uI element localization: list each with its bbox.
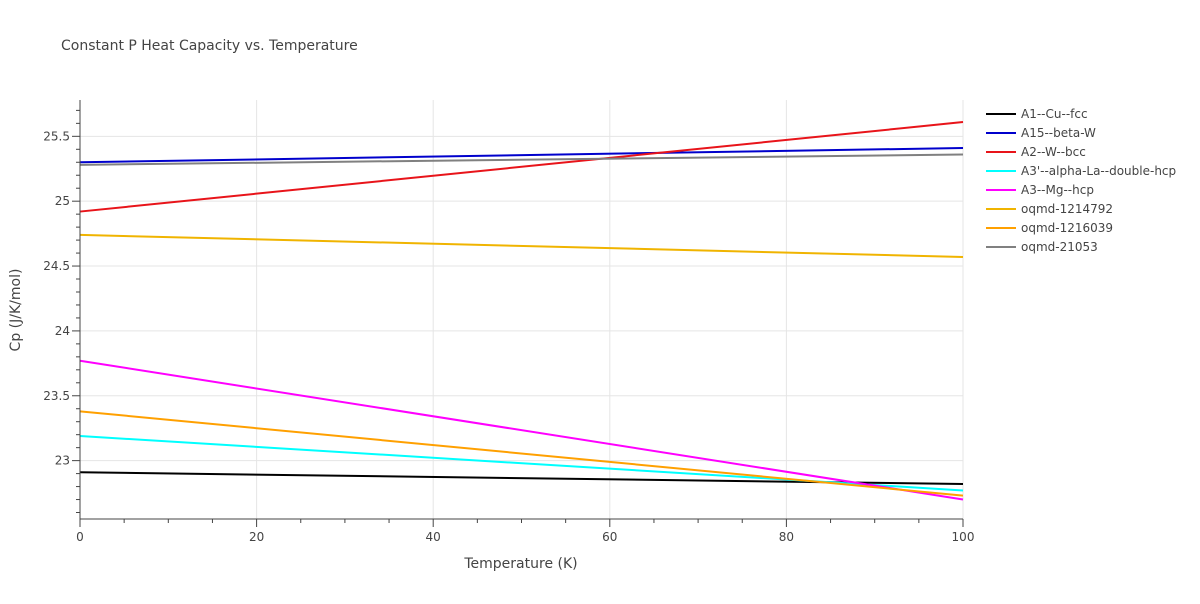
x-axis-title: Temperature (K) [463,556,577,572]
legend-label: oqmd-21053 [1021,240,1098,254]
legend-item[interactable]: oqmd-1216039 [986,221,1113,235]
legend-item[interactable]: A1--Cu--fcc [986,107,1088,121]
series-line [79,146,964,164]
series-layer [79,121,964,501]
series-line [79,121,964,213]
legend-item[interactable]: oqmd-21053 [986,240,1098,254]
series-line [79,359,964,501]
x-tick-label: 0 [76,530,84,544]
x-tick-label: 80 [779,530,794,544]
legend-label: A3--Mg--hcp [1021,183,1094,197]
legend-label: A15--beta-W [1021,126,1096,140]
legend-label: A1--Cu--fcc [1021,107,1088,121]
legend-item[interactable]: A3--Mg--hcp [986,183,1094,197]
axes-layer: 0 20 40 60 80 100 23 23.5 24 24.5 25 25.5 [43,100,974,544]
x-tick-label: 20 [249,530,264,544]
grid-layer [80,100,964,519]
y-tick-label: 25.5 [43,129,70,143]
series-line [79,410,964,497]
y-tick-label: 24 [55,324,70,338]
y-axis-title: Cp (J/K/mol) [8,269,24,352]
series-line [79,153,964,166]
y-tick-label: 25 [55,194,70,208]
legend: A1--Cu--fcc A15--beta-W A2--W--bcc A3'--alp… [986,107,1176,254]
legend-label: A2--W--bcc [1021,145,1086,159]
legend-label: oqmd-1216039 [1021,221,1113,235]
legend-item[interactable]: A3'--alpha-La--double-hcp [986,164,1176,178]
legend-item[interactable]: A2--W--bcc [986,145,1086,159]
legend-label: oqmd-1214792 [1021,202,1113,216]
legend-item[interactable]: A15--beta-W [986,126,1096,140]
series-line [79,233,964,258]
x-tick-label: 40 [426,530,441,544]
y-tick-label: 23 [55,454,70,468]
y-tick-label: 23.5 [43,389,70,403]
x-tick-label: 100 [952,530,975,544]
x-tick-label: 60 [602,530,617,544]
chart-title: Constant P Heat Capacity vs. Temperature [61,38,358,54]
y-tick-label: 24.5 [43,259,70,273]
legend-label: A3'--alpha-La--double-hcp [1021,164,1176,178]
legend-item[interactable]: oqmd-1214792 [986,202,1113,216]
